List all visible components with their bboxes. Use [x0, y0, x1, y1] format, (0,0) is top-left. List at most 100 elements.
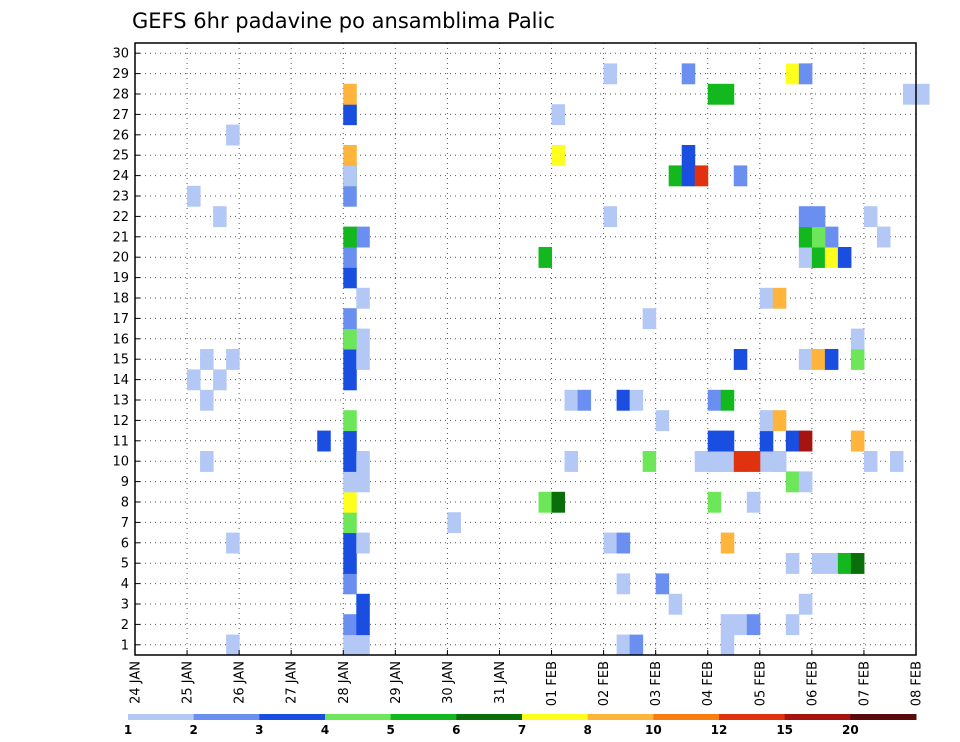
y-tick-label: 10	[112, 455, 129, 470]
y-tick-label: 23	[112, 190, 129, 205]
precip-cell	[720, 389, 735, 411]
precip-cell	[824, 349, 839, 370]
precip-cell	[720, 614, 735, 636]
precip-cell	[447, 512, 461, 534]
y-tick-label: 27	[112, 108, 129, 123]
y-tick-label: 26	[112, 128, 129, 143]
colorbar-swatch	[128, 714, 195, 720]
precip-cell	[200, 389, 214, 411]
precip-cell	[707, 83, 722, 105]
precip-cell	[772, 410, 787, 432]
precip-cell	[733, 451, 748, 472]
precip-cell	[629, 389, 644, 411]
precip-cell	[746, 451, 761, 472]
y-tick-label: 15	[112, 353, 129, 368]
precip-cell	[642, 308, 657, 330]
precip-cell	[720, 532, 735, 554]
precip-cell	[603, 206, 618, 228]
colorbar-label: 2	[189, 723, 197, 737]
precip-cell	[577, 389, 592, 411]
precip-cell	[616, 389, 631, 411]
precip-cell	[811, 226, 826, 248]
precip-cell	[343, 308, 357, 330]
plot-frame	[134, 42, 917, 656]
precip-cell	[538, 247, 553, 268]
precip-cell	[733, 165, 748, 187]
colorbar-swatch	[522, 714, 589, 720]
precip-cell	[343, 532, 357, 554]
y-tick-label: 21	[112, 230, 129, 245]
precip-cell	[798, 206, 813, 228]
colorbar-label: 20	[842, 723, 859, 737]
precip-cell	[551, 491, 566, 513]
precip-cell	[343, 226, 357, 248]
colorbar-label: 12	[711, 723, 728, 737]
colorbar-label: 8	[583, 723, 591, 737]
precip-cell	[564, 451, 579, 472]
precip-cell	[811, 206, 826, 228]
precip-cell	[187, 369, 201, 391]
precip-cell	[785, 614, 800, 636]
precip-cell	[850, 553, 865, 574]
x-tick-label: 28 JAN	[337, 661, 352, 704]
y-tick-label: 5	[121, 557, 129, 572]
precip-cell	[343, 83, 357, 105]
precip-cell	[655, 410, 670, 432]
precip-cell	[850, 349, 865, 370]
precip-cell	[759, 410, 774, 432]
precip-cell	[343, 614, 357, 636]
precip-cell	[707, 430, 722, 452]
x-tick-label: 07 FEB	[857, 661, 872, 706]
colorbar-label: 10	[645, 723, 662, 737]
precip-cell	[668, 165, 683, 187]
y-tick-label: 13	[112, 394, 129, 409]
precip-cell	[603, 63, 618, 85]
colorbar-swatch	[653, 714, 720, 720]
y-tick-label: 20	[112, 251, 129, 266]
precip-cell	[343, 185, 357, 207]
y-tick-label: 28	[112, 88, 129, 103]
y-tick-label: 8	[121, 496, 129, 511]
y-tick-label: 3	[121, 598, 129, 613]
precip-cell	[343, 145, 357, 166]
colorbar: 1 2 3 4 5 6 7 8 10 12 15 20	[124, 714, 917, 737]
precip-cell	[551, 104, 566, 126]
precip-cell	[902, 83, 917, 105]
precip-cell	[837, 247, 852, 268]
y-axis: 1234567891011121314151617181920212223242…	[112, 47, 140, 653]
precip-cell	[655, 573, 670, 595]
x-tick-label: 30 JAN	[441, 661, 456, 704]
precip-cell	[733, 349, 748, 370]
y-tick-label: 7	[121, 516, 129, 531]
precip-cell	[772, 287, 787, 309]
x-tick-label: 26 JAN	[233, 661, 248, 704]
precip-cell	[356, 349, 370, 370]
x-tick-label: 05 FEB	[753, 661, 768, 706]
precip-cell	[343, 573, 357, 595]
y-tick-label: 1	[121, 638, 129, 653]
precip-cell	[850, 328, 865, 350]
precip-cell	[200, 349, 214, 370]
cells-layer	[187, 63, 930, 656]
precip-cell	[226, 349, 240, 370]
y-tick-label: 12	[112, 414, 129, 429]
precip-cell	[785, 430, 800, 452]
precip-cell	[343, 328, 357, 350]
precip-cell	[798, 349, 813, 370]
precip-cell	[720, 430, 735, 452]
colorbar-label: 4	[321, 723, 329, 737]
precip-cell	[213, 369, 227, 391]
precip-cell	[213, 206, 227, 228]
y-tick-label: 11	[112, 434, 129, 449]
precip-cell	[356, 614, 370, 636]
precip-cell	[759, 451, 774, 472]
colorbar-swatch	[456, 714, 523, 720]
precip-cell	[798, 226, 813, 248]
y-tick-label: 30	[112, 47, 129, 62]
precip-cell	[811, 553, 826, 574]
precip-cell	[343, 430, 357, 452]
precip-cell	[681, 63, 696, 85]
precip-cell	[759, 287, 774, 309]
precip-cell	[356, 226, 370, 248]
precip-cell	[356, 593, 370, 615]
